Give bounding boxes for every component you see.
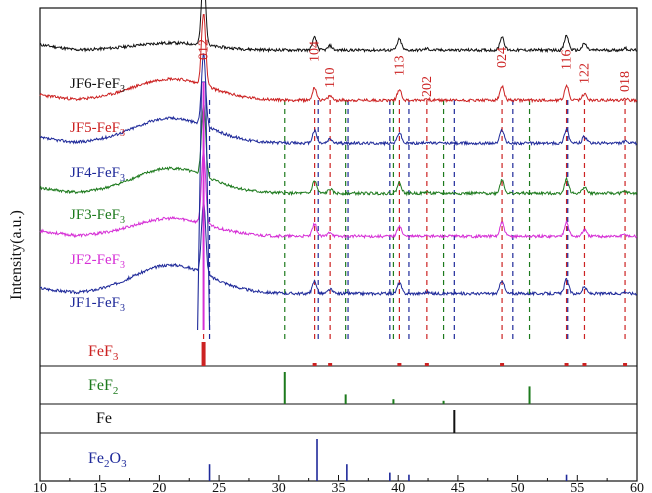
x-tick-label-15: 15	[93, 481, 107, 493]
panel-label-4: Fe2O3	[88, 450, 127, 470]
x-tick-label-50: 50	[511, 481, 525, 493]
x-axis: 10 15 20 25 30 35 40 45 50 55 60	[33, 475, 644, 493]
hkl-label-110: 110	[323, 68, 338, 88]
x-tick-label-10: 10	[33, 481, 47, 493]
x-tick-label-25: 25	[212, 481, 226, 493]
pattern-line-5	[39, 151, 638, 240]
ref-bar-0-1	[312, 363, 317, 366]
series-label-6: JF1-FeF3	[70, 295, 125, 314]
y-axis-label: Intensity(a.u.)	[8, 210, 25, 300]
ref-bar-0-0	[201, 342, 206, 366]
ref-bar-0-8	[623, 363, 628, 366]
ref-bar-1-3	[442, 400, 445, 404]
ref-bar-0-7	[582, 363, 587, 366]
hkl-label-113: 113	[392, 56, 407, 76]
series-label-1: JF6-FeF3	[70, 76, 125, 95]
plot-frame	[39, 7, 638, 482]
pattern-line-4	[39, 103, 638, 197]
series-label-5: JF2-FeF3	[70, 252, 125, 271]
reference-dashed-lines	[202, 100, 626, 342]
x-tick-label-60: 60	[630, 481, 644, 493]
panel-label-2: FeF2	[88, 377, 118, 397]
hkl-label-122: 122	[577, 63, 592, 84]
ref-bar-1-4	[528, 386, 531, 404]
ref-bar-1-2	[392, 399, 395, 404]
x-tick-label-40: 40	[391, 481, 405, 493]
hkl-label-024: 024	[495, 47, 510, 68]
hkl-label-104: 104	[308, 41, 323, 62]
panel-label-3: Fe	[96, 410, 112, 427]
hkl-label-116: 116	[560, 50, 575, 70]
ref-bar-0-2	[328, 363, 333, 366]
pattern-line-1	[39, 0, 638, 54]
ref-bar-2-0	[453, 410, 456, 433]
ref-bar-0-6	[564, 363, 569, 366]
hkl-label-018: 018	[618, 71, 633, 92]
xrd-patterns	[39, 0, 638, 331]
ref-bar-3-3	[389, 472, 391, 481]
series-label-3: JF4-FeF3	[70, 165, 125, 184]
hkl-label-202: 202	[420, 76, 435, 97]
x-tick-label-35: 35	[332, 481, 346, 493]
ref-bar-3-0	[208, 464, 211, 481]
ref-bar-0-3	[397, 363, 402, 366]
x-tick-label-45: 45	[451, 481, 465, 493]
ref-bar-3-1	[316, 439, 318, 481]
x-tick-label-30: 30	[272, 481, 286, 493]
ref-bar-3-4	[408, 474, 410, 481]
series-label-2: JF5-FeF3	[70, 120, 125, 139]
panel-label-1: FeF3	[88, 343, 119, 363]
ref-bar-1-0	[283, 372, 286, 404]
reference-panels: FeF3 FeF2 Fe Fe2O3	[88, 342, 628, 481]
ref-bar-0-5	[500, 363, 505, 366]
pattern-line-6	[39, 202, 638, 297]
ref-bar-3-5	[565, 474, 568, 481]
x-tick-label-55: 55	[570, 481, 584, 493]
pattern-line-2	[39, 13, 638, 104]
x-tick-label-20: 20	[152, 481, 166, 493]
ref-bar-0-4	[424, 363, 429, 366]
pattern-line-3	[39, 53, 638, 147]
series-label-4: JF3-FeF3	[70, 207, 125, 226]
hkl-label-012: 012	[197, 39, 212, 60]
ref-bar-3-2	[346, 464, 348, 481]
plot-border	[39, 7, 638, 482]
ref-bar-1-1	[344, 394, 347, 404]
series-labels: JF6-FeF3 JF5-FeF3 JF4-FeF3 JF3-FeF3 JF2-FeF3…	[70, 76, 125, 314]
